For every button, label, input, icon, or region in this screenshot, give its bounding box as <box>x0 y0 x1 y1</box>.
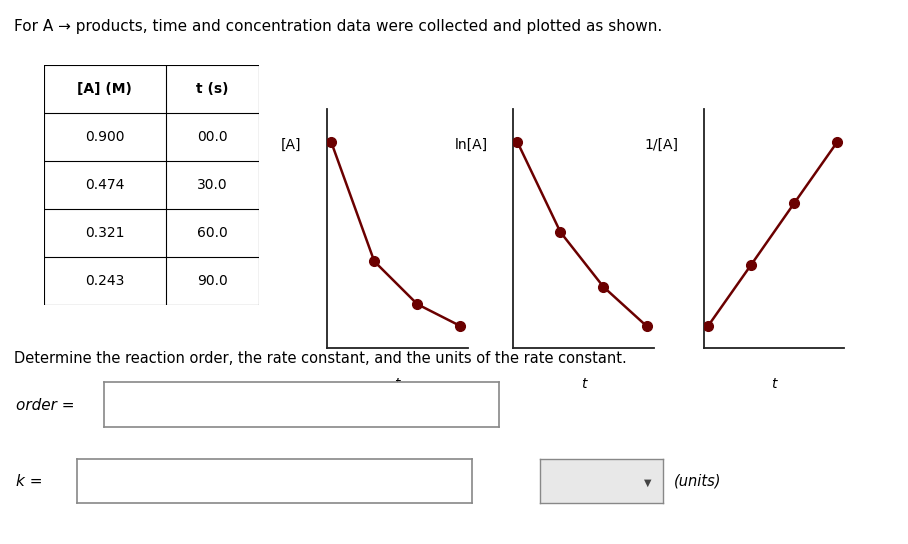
Text: [A]: [A] <box>281 138 301 152</box>
Text: order =: order = <box>16 398 74 413</box>
Text: 30.0: 30.0 <box>197 178 228 192</box>
Text: 0.321: 0.321 <box>85 226 124 240</box>
Text: 0.900: 0.900 <box>85 130 124 144</box>
Text: ▼: ▼ <box>645 478 652 488</box>
Text: t: t <box>394 377 400 391</box>
Text: 0.243: 0.243 <box>85 274 124 288</box>
Text: ln[A]: ln[A] <box>455 138 488 152</box>
Text: (units): (units) <box>674 474 721 489</box>
Text: t (s): t (s) <box>196 82 229 96</box>
Text: k =: k = <box>16 474 43 489</box>
Text: 0.474: 0.474 <box>85 178 124 192</box>
Text: 1/[A]: 1/[A] <box>645 138 678 152</box>
Text: Determine the reaction order, the rate constant, and the units of the rate const: Determine the reaction order, the rate c… <box>14 351 627 366</box>
Text: For A → products, time and concentration data were collected and plotted as show: For A → products, time and concentration… <box>14 19 662 34</box>
Text: t: t <box>580 377 587 391</box>
Text: 90.0: 90.0 <box>197 274 228 288</box>
Text: t: t <box>771 377 777 391</box>
Text: [A] (M): [A] (M) <box>77 82 133 96</box>
Text: 60.0: 60.0 <box>197 226 228 240</box>
Text: 00.0: 00.0 <box>197 130 228 144</box>
